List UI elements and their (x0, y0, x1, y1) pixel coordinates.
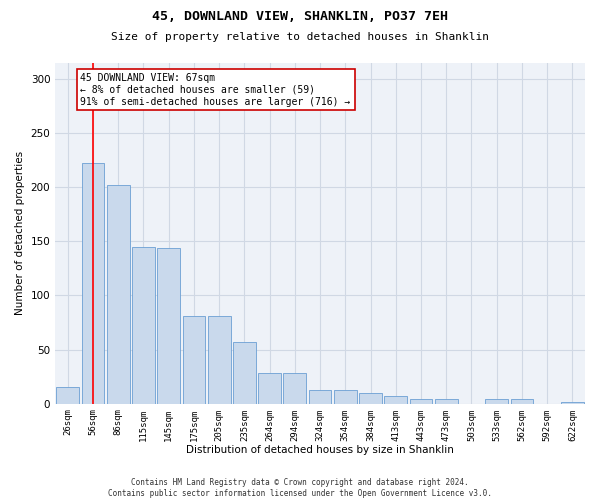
X-axis label: Distribution of detached houses by size in Shanklin: Distribution of detached houses by size … (186, 445, 454, 455)
Bar (132, 246, 155, 404)
Bar (410, 400, 433, 404)
Bar (107, 185, 130, 404)
Bar (157, 248, 180, 404)
Bar (385, 396, 407, 404)
Bar (561, 402, 584, 404)
Bar (56, 388, 79, 404)
Bar (485, 400, 508, 404)
Bar (233, 342, 256, 404)
Bar (511, 400, 533, 404)
Bar (182, 316, 205, 404)
Bar (359, 393, 382, 404)
Text: Contains HM Land Registry data © Crown copyright and database right 2024.
Contai: Contains HM Land Registry data © Crown c… (108, 478, 492, 498)
Bar (258, 374, 281, 404)
Bar (208, 316, 230, 404)
Y-axis label: Number of detached properties: Number of detached properties (15, 151, 25, 315)
Text: 45 DOWNLAND VIEW: 67sqm
← 8% of detached houses are smaller (59)
91% of semi-det: 45 DOWNLAND VIEW: 67sqm ← 8% of detached… (80, 74, 350, 106)
Bar (82, 163, 104, 404)
Bar (334, 390, 356, 404)
Bar (309, 390, 331, 404)
Bar (435, 400, 458, 404)
Text: 45, DOWNLAND VIEW, SHANKLIN, PO37 7EH: 45, DOWNLAND VIEW, SHANKLIN, PO37 7EH (152, 10, 448, 23)
Bar (283, 374, 306, 404)
Text: Size of property relative to detached houses in Shanklin: Size of property relative to detached ho… (111, 32, 489, 42)
